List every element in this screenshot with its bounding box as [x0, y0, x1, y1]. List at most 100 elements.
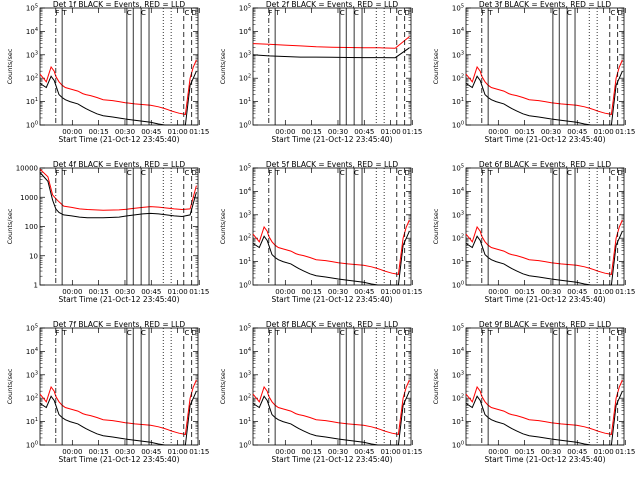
x-tick-label: 01:00 — [168, 128, 188, 136]
lld-series-line — [39, 59, 197, 116]
marker-label: F — [55, 169, 59, 177]
y-axis-label: Counts/sec — [6, 208, 14, 244]
y-tick-label: 102 — [26, 74, 38, 83]
x-tick-label: 00:00 — [275, 448, 295, 456]
marker-label: C — [397, 329, 402, 337]
x-tick-label: 00:15 — [89, 288, 109, 296]
x-tick-label: 01:00 — [381, 448, 401, 456]
panel-title: Det 9f BLACK = Events, RED = LLD — [479, 320, 612, 329]
x-tick-label: 01:15 — [615, 288, 635, 296]
marker-label: C — [340, 9, 345, 17]
plot-frame — [465, 167, 625, 286]
marker-label: C — [553, 329, 558, 337]
lld-series-line — [465, 379, 623, 436]
marker-label: C — [553, 169, 558, 177]
x-tick-label: 01:15 — [189, 288, 209, 296]
y-tick-label: 103 — [452, 50, 464, 59]
x-tick-label: 01:00 — [168, 448, 188, 456]
x-tick-label: 01:00 — [381, 128, 401, 136]
marker-label: C — [184, 169, 189, 177]
y-tick-label: 101 — [452, 257, 464, 266]
marker-label: C — [127, 169, 132, 177]
marker-label: C — [397, 9, 402, 17]
panel-title: Det 7f BLACK = Events, RED = LLD — [53, 320, 186, 329]
marker-label: D — [404, 9, 409, 17]
y-axis-label: Counts/sec — [219, 368, 227, 404]
marker-label: C — [567, 329, 572, 337]
marker-label: T — [61, 329, 67, 337]
marker-label: D — [191, 169, 196, 177]
marker-label: T — [487, 169, 493, 177]
marker-label: C — [397, 169, 402, 177]
x-axis-label: Start Time (21-Oct-12 23:45:40) — [271, 295, 392, 304]
marker-label: D — [404, 169, 409, 177]
y-axis-label: Counts/sec — [6, 48, 14, 84]
x-axis-label: Start Time (21-Oct-12 23:45:40) — [58, 135, 179, 144]
y-tick-label: 100 — [239, 281, 251, 290]
y-tick-label: 100 — [26, 441, 38, 450]
lld-series-line — [465, 219, 623, 276]
events-series-line — [39, 172, 197, 219]
y-tick-label: 103 — [452, 210, 464, 219]
marker-label: C — [127, 9, 132, 17]
marker-label: F — [481, 9, 485, 17]
x-tick-label: 00:15 — [89, 448, 109, 456]
y-tick-label: 101 — [452, 417, 464, 426]
lld-series-line — [465, 59, 623, 116]
y-tick-label: 104 — [26, 347, 38, 356]
chart-panel: Det 4f BLACK = Events, RED = LLD 1 10 100 10… — [6, 160, 209, 304]
marker-label: F — [55, 329, 59, 337]
events-series-line — [252, 47, 410, 59]
x-tick-label: 00:45 — [354, 288, 374, 296]
panel-title: Det 6f BLACK = Events, RED = LLD — [479, 160, 612, 169]
x-tick-label: 01:15 — [402, 288, 422, 296]
chart-panel: Det 6f BLACK = Events, RED = LLD 100 101 10… — [432, 160, 635, 304]
y-tick-label: 102 — [239, 394, 251, 403]
y-tick-label: 101 — [239, 97, 251, 106]
y-tick-label: 104 — [239, 27, 251, 36]
marker-label: C — [610, 329, 615, 337]
y-tick-label: 105 — [239, 324, 251, 333]
x-tick-label: 01:00 — [594, 128, 614, 136]
marker-label: C — [141, 169, 146, 177]
y-tick-label: 103 — [239, 210, 251, 219]
x-tick-label: 00:30 — [115, 288, 135, 296]
plot-frame — [252, 327, 412, 446]
x-tick-label: 00:15 — [302, 128, 322, 136]
marker-label: C — [184, 329, 189, 337]
marker-label: C — [610, 169, 615, 177]
y-tick-label: 104 — [452, 187, 464, 196]
x-tick-label: 00:45 — [141, 288, 161, 296]
y-axis-label: Counts/sec — [6, 368, 14, 404]
y-tick-label: 105 — [26, 324, 38, 333]
marker-label: C — [127, 329, 132, 337]
plot-frame — [39, 7, 199, 126]
plot-frame — [465, 7, 625, 126]
y-tick-label: 105 — [452, 4, 464, 13]
lld-series-line — [252, 219, 410, 276]
chart-panel: Det 7f BLACK = Events, RED = LLD 100 101 10… — [6, 320, 209, 464]
y-tick-label: 102 — [452, 394, 464, 403]
events-series-line — [465, 70, 623, 126]
x-tick-label: 00:45 — [354, 128, 374, 136]
y-axis-label: Counts/sec — [432, 48, 440, 84]
x-tick-label: 01:00 — [168, 288, 188, 296]
x-tick-label: 00:15 — [515, 128, 535, 136]
x-tick-label: 00:00 — [488, 288, 508, 296]
chart-panel: Det 1f BLACK = Events, RED = LLD 100 101 10… — [6, 0, 209, 144]
y-tick-label: 105 — [26, 4, 38, 13]
marker-label: C — [553, 9, 558, 17]
chart-panel: Det 8f BLACK = Events, RED = LLD 100 101 10… — [219, 320, 422, 464]
marker-label: F — [55, 9, 59, 17]
y-tick-label: 100 — [239, 441, 251, 450]
x-tick-label: 01:15 — [402, 448, 422, 456]
y-tick-label: 104 — [239, 347, 251, 356]
marker-label: T — [487, 9, 493, 17]
marker-label: C — [340, 169, 345, 177]
x-tick-label: 00:30 — [541, 128, 561, 136]
marker-label: F — [481, 329, 485, 337]
plot-frame — [252, 167, 412, 286]
y-tick-label: 101 — [26, 417, 38, 426]
x-tick-label: 00:30 — [328, 448, 348, 456]
